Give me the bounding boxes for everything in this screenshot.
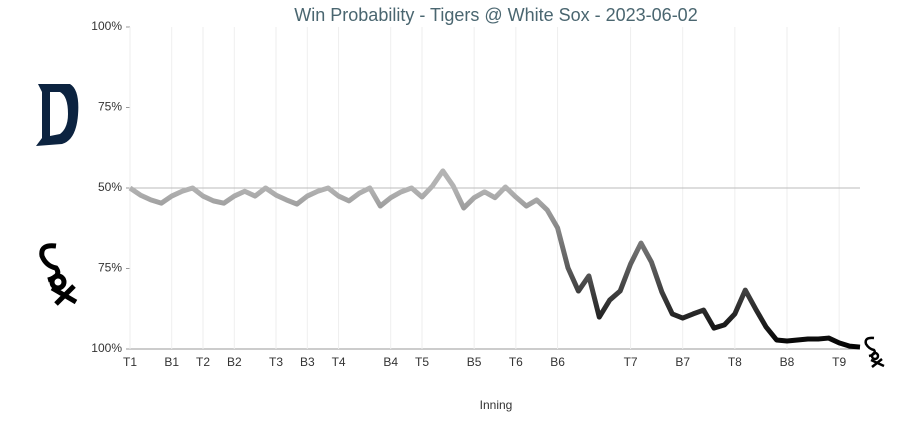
x-tick-label: T2 (196, 355, 210, 369)
x-tick-label: B4 (383, 355, 398, 369)
x-tick-label: T1 (123, 355, 137, 369)
tigers-logo (36, 84, 79, 146)
x-tick-label: T7 (624, 355, 638, 369)
x-tick-label: T5 (415, 355, 429, 369)
chart-title: Win Probability - Tigers @ White Sox - 2… (294, 5, 697, 25)
white-sox-logo (39, 243, 78, 306)
x-tick-label: T6 (509, 355, 523, 369)
x-tick-label: T8 (728, 355, 742, 369)
y-tick-label: 50% (98, 180, 122, 194)
x-axis-label: Inning (480, 398, 513, 412)
x-tick-label: T3 (269, 355, 283, 369)
y-tick-label: 75% (98, 261, 122, 275)
x-tick-label: T4 (332, 355, 346, 369)
win-probability-line (128, 168, 861, 350)
x-tick-label: T9 (832, 355, 846, 369)
white-sox-logo-small (864, 336, 885, 368)
x-tick-label: B7 (675, 355, 690, 369)
x-tick-label: B1 (164, 355, 179, 369)
x-tick-label: B6 (550, 355, 565, 369)
y-tick-label: 100% (91, 19, 122, 33)
x-tick-label: B3 (300, 355, 315, 369)
y-tick-label: 100% (91, 341, 122, 355)
x-tick-label: B2 (227, 355, 242, 369)
x-tick-label: B5 (467, 355, 482, 369)
x-tick-label: B8 (780, 355, 795, 369)
y-tick-label: 75% (98, 100, 122, 114)
